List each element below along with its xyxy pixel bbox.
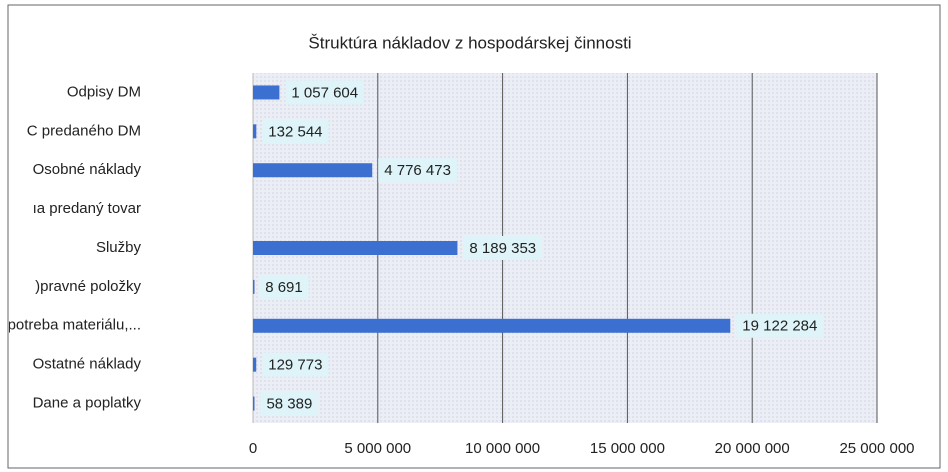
data-label: 4 776 473 [384,162,451,179]
data-label-bg [260,391,319,416]
x-tick-label: 20 000 000 [715,440,790,457]
data-label-bg [736,313,824,338]
bar [253,279,255,294]
y-tick-label: )pravné položky [35,278,141,295]
x-tick-label: 0 [249,440,257,457]
data-label: 132 544 [268,123,322,140]
data-label: 1 057 604 [291,84,358,101]
bar [253,357,257,372]
bar [253,241,458,255]
bar [253,318,731,333]
x-tick-label: 5 000 000 [344,440,411,457]
y-tick-label: ıa predaný tovar [33,200,141,217]
data-label-bg [262,119,329,144]
y-tick-label: Služby [96,239,142,256]
x-tick-label: 10 000 000 [465,440,540,457]
y-tick-label: C predaného DM [27,122,141,139]
data-label: 8 691 [265,279,303,296]
data-label: 19 122 284 [742,318,817,335]
data-label: 129 773 [268,357,322,374]
chart-title: Štruktúra nákladov z hospodárskej činnos… [308,33,631,52]
data-label-bg [378,158,457,183]
bar [253,396,255,411]
y-tick-label: Osobné náklady [33,161,142,178]
data-label-bg [285,80,365,105]
data-label-bg [262,352,329,377]
bar [253,124,257,139]
x-tick-label: 25 000 000 [839,440,914,457]
x-tick-label: 15 000 000 [590,440,665,457]
data-label: 58 389 [266,396,312,413]
data-label-bg [259,274,309,299]
data-label: 8 189 353 [469,240,536,257]
bar [253,85,280,100]
bar [253,163,373,178]
y-tick-label: Dane a poplatky [33,395,142,412]
y-tick-label: Ostatné náklady [33,356,142,373]
y-tick-label: Spotreba materiálu,... [0,317,141,334]
data-label-bg [463,236,543,260]
y-tick-label: Odpisy DM [67,83,141,100]
